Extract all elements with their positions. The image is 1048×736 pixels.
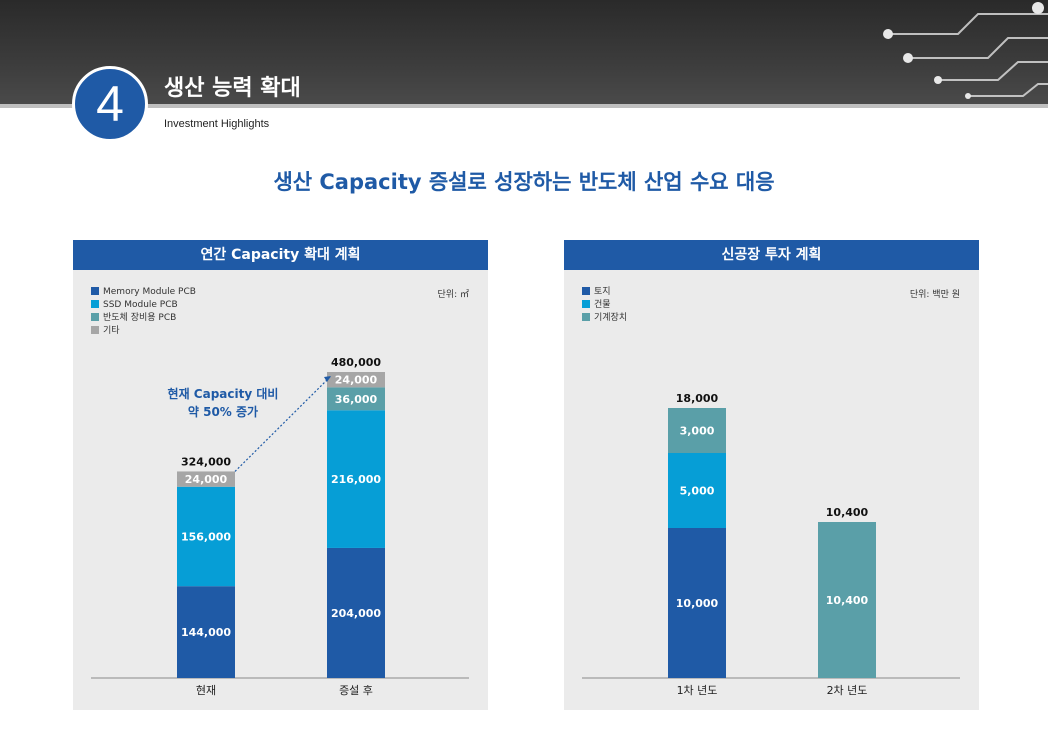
section-number-badge: 4: [72, 66, 148, 142]
x-tick-label: 1차 년도: [677, 684, 718, 697]
bar-segment: [668, 408, 726, 453]
arrow-head-icon: [324, 376, 331, 382]
bar-value-label: 10,000: [676, 597, 719, 610]
bar-segment: [818, 522, 876, 678]
bar-segment: [327, 372, 385, 388]
bar-value-label: 24,000: [335, 374, 378, 387]
bar-segment: [177, 471, 235, 487]
capacity-chart: Memory Module PCB SSD Module PCB 반도체 장비용 P…: [91, 287, 469, 697]
legend-swatch: [582, 287, 590, 295]
unit-label: 단위: 백만 원: [910, 289, 960, 300]
bar-value-label: 144,000: [181, 626, 231, 639]
bar-value-label: 10,400: [826, 594, 869, 607]
header-banner: [0, 0, 1048, 104]
legend-label: 기타: [103, 325, 120, 336]
unit-label: 단위: ㎡: [438, 289, 469, 300]
legend-label: 기계장치: [594, 311, 627, 323]
growth-annotation: 약 50% 증가: [188, 404, 258, 419]
bar-value-label: 36,000: [335, 393, 378, 406]
bar-segment: [668, 453, 726, 528]
bar-segment: [327, 547, 385, 678]
growth-annotation: 현재 Capacity 대비: [168, 386, 279, 401]
growth-arrow-line: [234, 375, 332, 472]
bar-segment: [668, 528, 726, 678]
legend-label: SSD Module PCB: [103, 300, 178, 310]
legend-swatch: [91, 300, 99, 308]
bar-value-label: 156,000: [181, 530, 231, 543]
section-subtitle: Investment Highlights: [164, 118, 270, 130]
page-headline: 생산 Capacity 증설로 성장하는 반도체 산업 수요 대응: [273, 170, 775, 194]
legend-swatch: [582, 313, 590, 321]
bar-value-label: 216,000: [331, 473, 381, 486]
legend-swatch: [91, 287, 99, 295]
x-tick-label: 증설 후: [339, 684, 373, 697]
bar-value-label: 5,000: [680, 485, 715, 498]
capacity-chart-panel: 연간 Capacity 확대 계획 Memory Module PCB SSD M…: [73, 240, 488, 710]
x-tick-label: 2차 년도: [827, 684, 868, 697]
legend-label: 토지: [594, 286, 611, 297]
bar-total-label: 18,000: [676, 392, 719, 405]
legend-label: 건물: [594, 299, 611, 310]
x-tick-label: 현재: [196, 684, 216, 697]
section-title: 생산 능력 확대: [164, 76, 301, 101]
bar-total-label: 324,000: [181, 455, 231, 468]
bar-value-label: 204,000: [331, 607, 381, 620]
bar-value-label: 3,000: [680, 425, 715, 438]
legend-swatch: [582, 300, 590, 308]
bar-total-label: 480,000: [331, 356, 381, 369]
bar-segment: [177, 486, 235, 587]
investment-chart-title: 신공장 투자 계획: [564, 240, 979, 270]
capacity-chart-title: 연간 Capacity 확대 계획: [73, 240, 488, 270]
legend-label: 반도체 장비용 PCB: [103, 312, 176, 323]
bar-total-label: 10,400: [826, 506, 869, 519]
legend-swatch: [91, 313, 99, 321]
bar-segment: [327, 387, 385, 411]
header-divider: [0, 104, 1048, 108]
bar-value-label: 24,000: [185, 473, 228, 486]
bar-segment: [177, 586, 235, 678]
legend-label: Memory Module PCB: [103, 287, 196, 297]
circuit-decoration-icon: [883, 2, 1048, 99]
legend-swatch: [91, 326, 99, 334]
bar-segment: [327, 410, 385, 548]
